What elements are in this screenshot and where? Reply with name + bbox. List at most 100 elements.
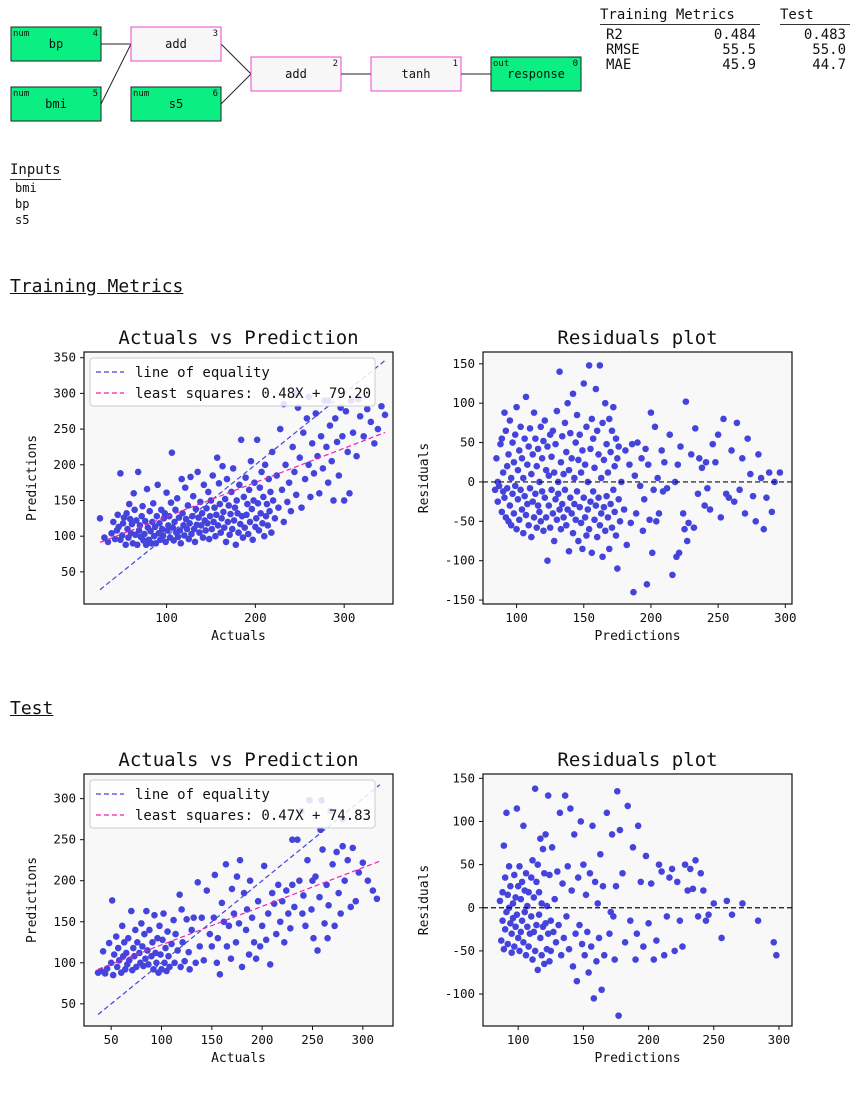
- data-point: [705, 911, 712, 918]
- data-point: [303, 415, 311, 422]
- data-point: [498, 508, 506, 516]
- data-point: [560, 470, 567, 478]
- data-point: [316, 893, 323, 901]
- data-point: [626, 461, 633, 468]
- data-point: [644, 461, 652, 468]
- chart-test-actuals-vs-prediction: Actuals vs Prediction 50 100 150 200 250 300 50…: [25, 749, 394, 1066]
- data-point: [739, 900, 746, 907]
- data-point: [285, 910, 292, 917]
- data-point: [712, 458, 719, 466]
- data-point: [607, 500, 614, 508]
- data-point: [214, 934, 222, 942]
- data-point: [225, 922, 233, 930]
- data-point: [176, 527, 184, 534]
- data-point: [326, 422, 334, 429]
- data-point: [381, 411, 389, 419]
- data-point: [268, 889, 276, 897]
- data-point: [276, 425, 284, 433]
- data-point: [517, 928, 525, 936]
- data-point: [236, 856, 244, 864]
- data-point: [291, 903, 298, 911]
- data-point: [541, 417, 549, 424]
- data-point: [576, 503, 584, 511]
- data-point: [565, 945, 573, 953]
- data-point: [323, 443, 330, 451]
- data-point: [508, 949, 515, 956]
- data-point: [575, 456, 582, 464]
- y-tick-label: -100: [445, 986, 475, 1001]
- graph-node-index: 3: [213, 29, 218, 39]
- data-point: [521, 435, 528, 442]
- data-point: [531, 785, 539, 792]
- data-point: [540, 527, 547, 535]
- data-point: [158, 525, 166, 533]
- x-axis-label: Actuals: [211, 1051, 266, 1066]
- data-point: [581, 514, 589, 521]
- graph-node-index: 1: [453, 59, 458, 69]
- data-point: [258, 468, 265, 476]
- data-point: [172, 930, 179, 938]
- data-point: [251, 479, 258, 486]
- data-point: [655, 861, 663, 868]
- data-point: [267, 488, 274, 496]
- data-point: [718, 934, 725, 942]
- data-point: [189, 492, 197, 500]
- data-point: [534, 502, 542, 509]
- inputs-list: Inputs bmi bp s5: [10, 162, 61, 228]
- data-point: [773, 951, 780, 959]
- legend: line of equality least squares: 0.48X + 7…: [89, 357, 376, 407]
- data-point: [597, 474, 605, 482]
- graph-node-box: [490, 56, 582, 92]
- data-point: [190, 914, 198, 921]
- data-point: [709, 440, 717, 448]
- data-point: [501, 494, 508, 501]
- graph-node-index: 4: [93, 29, 98, 39]
- data-point: [579, 447, 586, 454]
- data-point: [540, 869, 548, 877]
- data-point: [660, 951, 668, 959]
- data-point: [529, 956, 536, 963]
- data-point: [555, 921, 562, 929]
- data-point: [497, 440, 504, 448]
- data-point: [684, 887, 691, 894]
- data-point: [608, 831, 616, 838]
- data-point: [266, 961, 274, 968]
- data-point: [242, 474, 249, 481]
- data-point: [535, 911, 543, 918]
- data-point: [333, 438, 341, 446]
- data-point: [554, 868, 561, 875]
- data-point: [714, 431, 722, 438]
- data-point: [341, 877, 348, 885]
- data-point: [149, 938, 156, 946]
- data-point: [113, 963, 121, 971]
- data-point: [171, 959, 178, 967]
- data-point: [529, 857, 536, 864]
- data-point: [159, 936, 166, 944]
- data-point: [533, 878, 540, 886]
- data-point: [505, 451, 512, 458]
- data-point: [275, 504, 282, 511]
- data-point: [524, 923, 531, 931]
- graph-node-response: response 0 out: [490, 56, 582, 92]
- metric-train-value: 0.484: [713, 27, 756, 43]
- y-tick-label: 300: [53, 791, 76, 806]
- x-tick-label: 200: [251, 1032, 274, 1047]
- data-point: [639, 527, 647, 535]
- data-point: [507, 521, 515, 529]
- data-point: [339, 842, 346, 850]
- data-point: [538, 455, 546, 462]
- data-point: [213, 511, 220, 519]
- data-point: [596, 521, 604, 529]
- data-point: [118, 922, 126, 930]
- graph-node-index: 2: [333, 59, 338, 69]
- data-point: [522, 951, 530, 959]
- graph-node-s5: s5 6 num: [130, 86, 222, 122]
- data-point: [558, 500, 566, 508]
- data-point: [109, 971, 117, 979]
- data-point: [265, 475, 272, 483]
- graph-node-index: 5: [93, 89, 98, 99]
- data-point: [214, 522, 222, 529]
- graph-edge: [100, 43, 132, 105]
- data-point: [608, 524, 616, 531]
- data-point: [149, 500, 157, 507]
